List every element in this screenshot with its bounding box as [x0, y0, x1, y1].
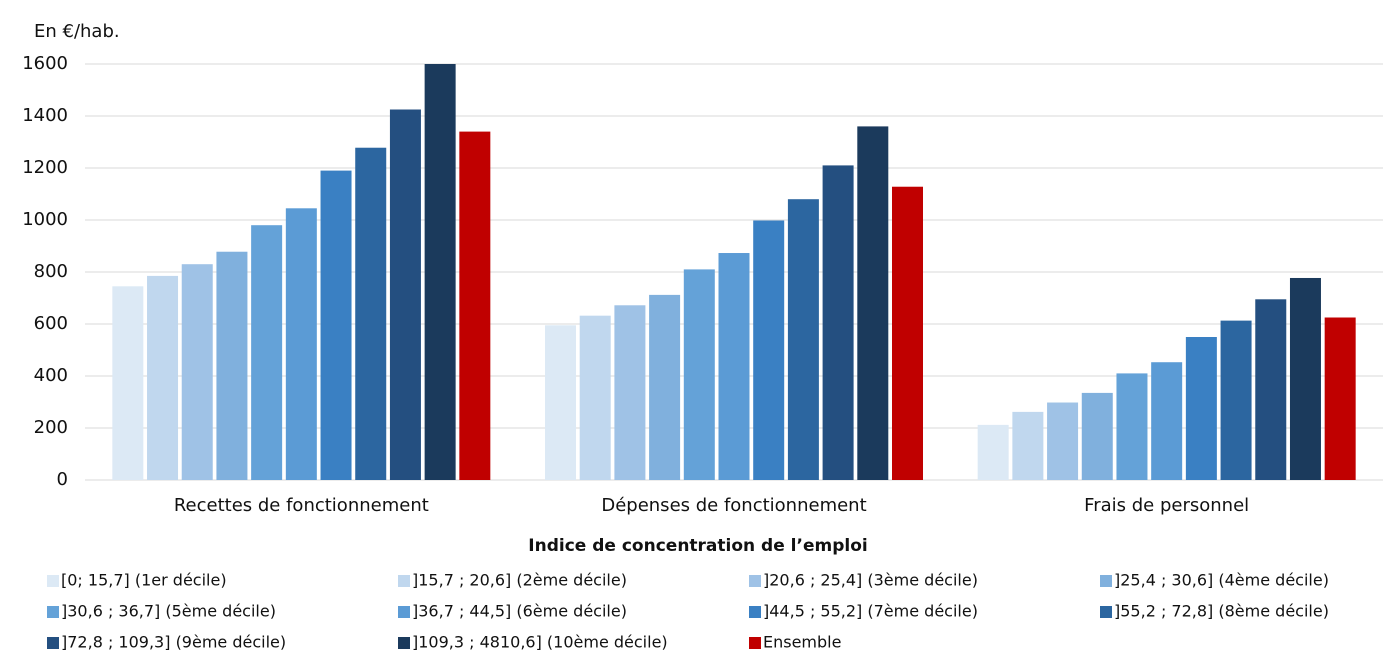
- bar: [1012, 411, 1044, 480]
- bar: [389, 109, 421, 480]
- bar: [545, 325, 576, 480]
- y-tick-label: 1000: [22, 209, 68, 230]
- bar: [1289, 277, 1321, 480]
- legend-swatch: [749, 637, 761, 649]
- bar: [1255, 299, 1287, 480]
- bar: [216, 251, 248, 480]
- legend-swatch: [398, 606, 410, 618]
- legend-swatch: [1100, 606, 1112, 618]
- bar: [181, 264, 213, 480]
- y-tick-label: 1400: [22, 105, 68, 126]
- x-tick-label: Recettes de fonctionnement: [174, 495, 429, 516]
- bar: [718, 253, 750, 480]
- y-tick-label: 200: [34, 417, 68, 438]
- bar: [614, 305, 646, 480]
- bar: [753, 220, 785, 480]
- y-tick-label: 1200: [22, 157, 68, 178]
- legend-label: ]20,6 ; 25,4] (3ème décile): [763, 571, 978, 590]
- bar: [1081, 392, 1113, 480]
- legend-label: ]25,4 ; 30,6] (4ème décile): [1114, 571, 1329, 590]
- bar: [1185, 337, 1217, 480]
- legend-label: ]55,2 ; 72,8] (8ème décile): [1114, 602, 1329, 621]
- bar: [1047, 402, 1079, 480]
- legend-swatch: [1100, 575, 1112, 587]
- x-axis-label: Indice de concentration de l’emploi: [528, 536, 867, 556]
- bar: [355, 147, 387, 480]
- y-tick-label: 800: [34, 261, 68, 282]
- bar: [1324, 317, 1356, 480]
- bar: [147, 275, 179, 480]
- bar: [459, 131, 491, 480]
- bar: [857, 126, 889, 481]
- bar: [112, 286, 144, 480]
- legend-swatch: [47, 637, 59, 649]
- bar: [579, 315, 611, 480]
- bar: [1220, 320, 1252, 480]
- x-tick-label: Dépenses de fonctionnement: [601, 495, 866, 516]
- bar: [822, 165, 854, 480]
- legend-swatch: [398, 575, 410, 587]
- bar: [320, 170, 352, 480]
- y-tick-label: 0: [57, 469, 68, 490]
- legend-label: ]30,6 ; 36,7] (5ème décile): [61, 602, 276, 621]
- x-tick-label: Frais de personnel: [1084, 495, 1249, 516]
- legend-swatch: [47, 575, 59, 587]
- bar: [683, 269, 715, 480]
- y-tick-label: 400: [34, 365, 68, 386]
- legend-swatch: [47, 606, 59, 618]
- legend-label: ]36,7 ; 44,5] (6ème décile): [412, 602, 627, 621]
- bar: [787, 199, 819, 480]
- bar: [424, 64, 456, 480]
- bar: [251, 225, 283, 480]
- bar: [1116, 373, 1148, 480]
- y-tick-label: 600: [34, 313, 68, 334]
- bar: [977, 424, 1009, 480]
- bar: [1151, 362, 1183, 480]
- legend-label: Ensemble: [763, 633, 841, 652]
- bar: [649, 294, 681, 480]
- legend-label: [0; 15,7] (1er décile): [61, 571, 227, 590]
- legend-label: ]109,3 ; 4810,6] (10ème décile): [412, 633, 668, 652]
- bar: [892, 186, 923, 480]
- legend-swatch: [749, 606, 761, 618]
- legend-swatch: [749, 575, 761, 587]
- legend-label: ]72,8 ; 109,3] (9ème décile): [61, 633, 286, 652]
- legend-swatch: [398, 637, 410, 649]
- bar: [285, 208, 317, 481]
- legend-label: ]15,7 ; 20,6] (2ème décile): [412, 571, 627, 590]
- y-tick-label: 1600: [22, 53, 68, 74]
- y-axis-label: En €/hab.: [34, 21, 120, 42]
- legend-label: ]44,5 ; 55,2] (7ème décile): [763, 602, 978, 621]
